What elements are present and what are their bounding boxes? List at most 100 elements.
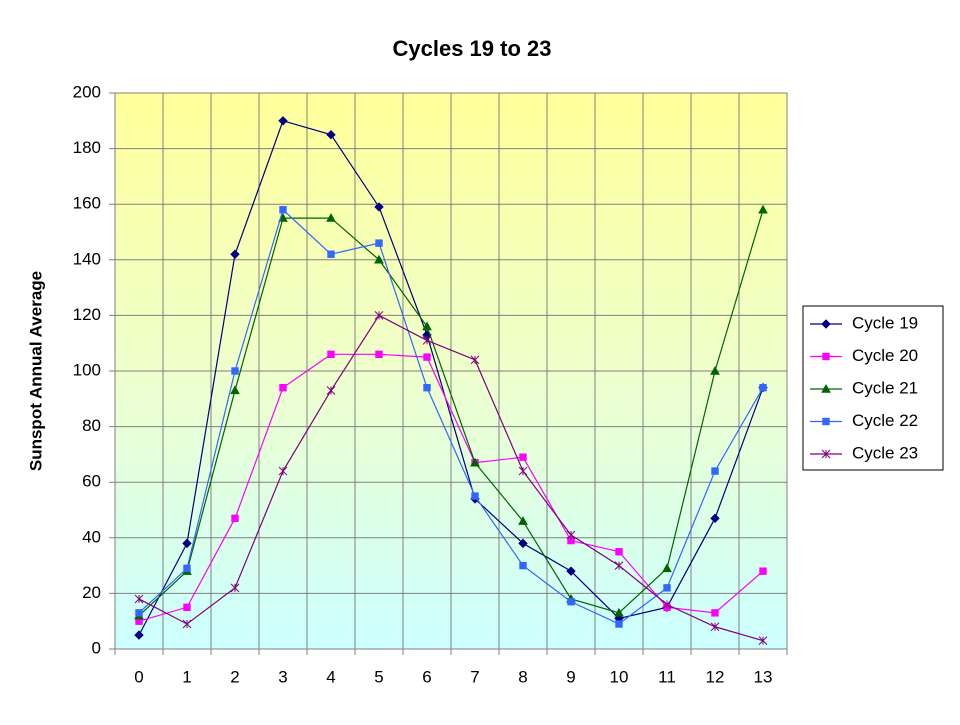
marker [711,609,719,617]
marker [375,239,383,247]
x-tick-label: 6 [422,667,431,686]
marker [663,584,671,592]
chart-title: Cycles 19 to 23 [393,36,552,61]
marker [567,598,575,606]
marker [615,620,623,628]
y-tick-label: 200 [73,82,101,101]
marker [374,311,384,320]
marker [230,583,240,593]
marker [327,250,335,258]
x-tick-label: 7 [470,667,479,686]
marker [279,383,287,392]
y-tick-label: 0 [92,638,101,657]
marker [326,386,336,395]
marker [374,254,384,264]
x-tick-label: 8 [518,667,527,686]
marker [470,355,480,365]
marker [375,350,383,359]
marker [519,453,527,461]
marker [374,202,384,212]
marker [519,561,527,570]
x-tick-label: 0 [134,667,143,686]
legend-label: Cycle 21 [852,378,918,397]
marker [278,116,288,126]
marker [710,622,720,632]
marker [230,249,240,259]
legend-label: Cycle 23 [852,443,918,462]
x-tick-label: 5 [374,667,383,686]
marker [279,206,287,214]
marker [471,492,479,500]
marker [662,563,672,573]
x-tick-label: 9 [566,667,575,686]
marker [710,365,720,375]
marker [183,564,191,573]
y-tick-label: 180 [73,138,101,157]
marker [711,467,719,475]
marker [326,213,336,222]
y-tick-label: 140 [73,249,101,268]
marker [470,457,480,467]
x-tick-label: 11 [658,667,676,686]
marker [230,385,240,395]
marker [615,548,623,556]
legend-marker [821,319,831,329]
marker [614,607,624,617]
legend-label: Cycle 22 [852,411,918,430]
plot-border [114,92,788,650]
y-tick-label: 20 [82,583,101,602]
marker [327,350,335,359]
marker [518,516,528,525]
marker [134,630,144,640]
y-tick-label: 60 [82,472,101,491]
x-tick-label: 4 [326,667,335,686]
marker [134,594,144,604]
marker [566,566,576,576]
legend-marker [822,417,830,426]
series-line [138,208,764,625]
marker [710,513,720,524]
marker [758,204,768,214]
series-line [138,209,764,617]
series-line [138,120,764,636]
x-tick-label: 1 [182,667,191,686]
legend-label: Cycle 20 [852,346,918,365]
marker [135,609,143,617]
y-tick-label: 40 [82,527,101,546]
x-tick-label: 13 [754,667,773,686]
marker [231,514,239,523]
marker [231,367,239,375]
y-tick-label: 100 [73,360,101,379]
series-line [138,314,764,642]
marker [182,538,192,549]
y-tick-label: 120 [73,305,101,324]
marker [518,466,528,476]
marker [518,538,528,549]
x-tick-label: 2 [230,667,239,686]
y-axis-label: Sunspot Annual Average [26,271,45,471]
marker [614,561,624,570]
marker [566,530,576,540]
marker [278,466,288,476]
marker [326,129,336,140]
y-tick-label: 80 [82,416,101,435]
y-tick-label: 160 [73,194,101,213]
marker [423,383,431,392]
legend-marker [822,352,830,361]
marker [759,383,767,392]
x-tick-label: 3 [278,667,287,686]
marker [182,619,192,629]
legend-marker [821,449,831,459]
marker [662,600,672,609]
marker [758,636,768,646]
x-tick-label: 10 [610,667,629,686]
marker [422,321,432,331]
x-tick-label: 12 [706,667,725,686]
marker [759,567,767,575]
marker [183,603,191,611]
legend-marker [821,383,831,393]
legend-label: Cycle 19 [852,313,918,332]
marker [423,353,431,361]
